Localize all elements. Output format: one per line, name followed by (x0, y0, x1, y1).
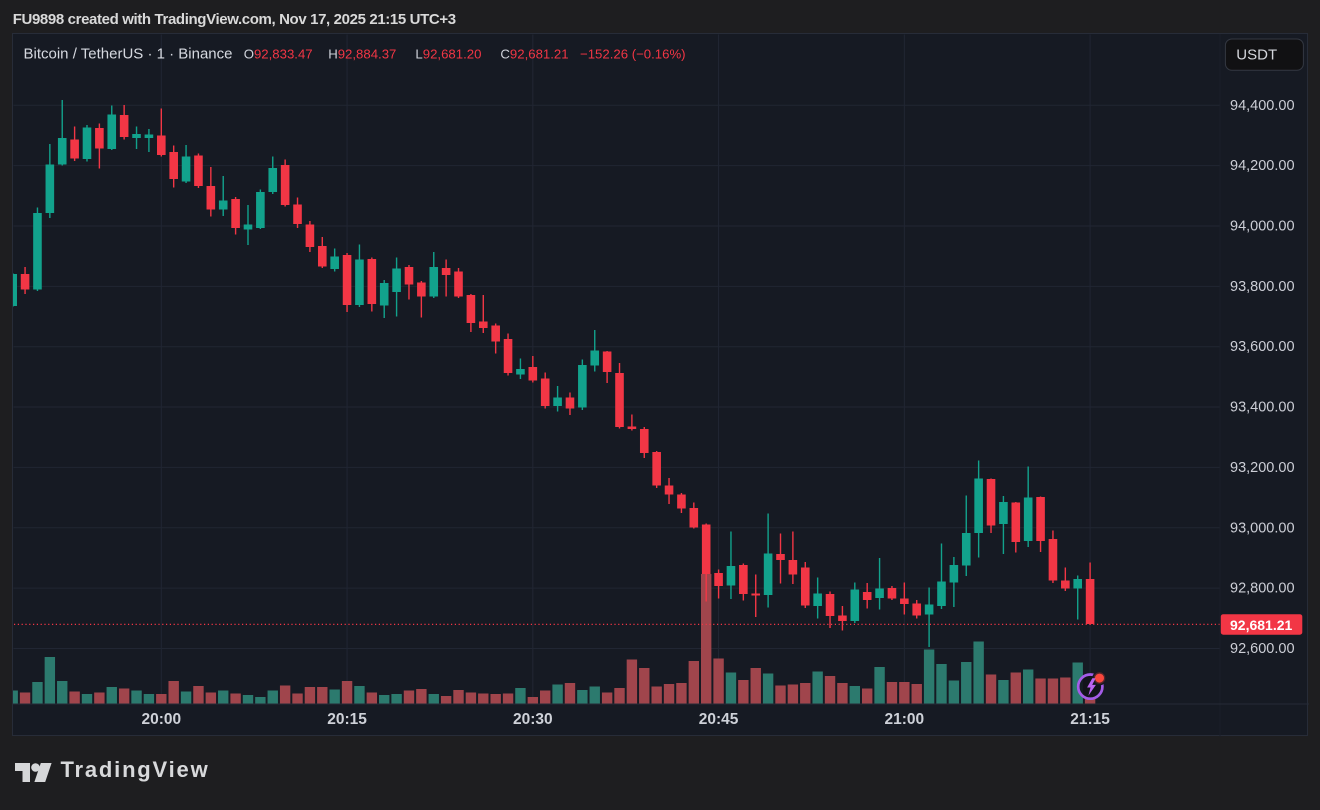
svg-text:93,600.00: 93,600.00 (1230, 339, 1295, 355)
svg-text:21:00: 21:00 (885, 711, 925, 728)
svg-text:Bitcoin / TetherUS · 1 · Binan: Bitcoin / TetherUS · 1 · Binance (24, 45, 233, 62)
svg-text:94,200.00: 94,200.00 (1230, 158, 1295, 174)
svg-text:93,800.00: 93,800.00 (1230, 279, 1295, 295)
svg-text:H92,884.37: H92,884.37 (328, 47, 396, 62)
svg-text:92,600.00: 92,600.00 (1230, 641, 1295, 657)
svg-text:C92,681.21: C92,681.21 (500, 47, 568, 62)
svg-text:94,400.00: 94,400.00 (1230, 98, 1295, 114)
svg-text:−152.26 (−0.16%): −152.26 (−0.16%) (580, 47, 686, 62)
svg-text:21:15: 21:15 (1070, 711, 1110, 728)
svg-text:92,800.00: 92,800.00 (1230, 581, 1295, 597)
svg-text:94,000.00: 94,000.00 (1230, 219, 1295, 235)
svg-text:93,400.00: 93,400.00 (1230, 400, 1295, 416)
svg-text:USDT: USDT (1236, 46, 1277, 63)
svg-text:20:30: 20:30 (513, 711, 553, 728)
svg-text:93,200.00: 93,200.00 (1230, 460, 1295, 476)
svg-text:O92,833.47: O92,833.47 (244, 47, 313, 62)
svg-text:92,681.21: 92,681.21 (1230, 617, 1292, 633)
svg-text:93,000.00: 93,000.00 (1230, 520, 1295, 536)
svg-text:20:00: 20:00 (141, 711, 181, 728)
svg-text:L92,681.20: L92,681.20 (415, 47, 481, 62)
svg-text:20:15: 20:15 (327, 711, 367, 728)
svg-text:20:45: 20:45 (699, 711, 739, 728)
